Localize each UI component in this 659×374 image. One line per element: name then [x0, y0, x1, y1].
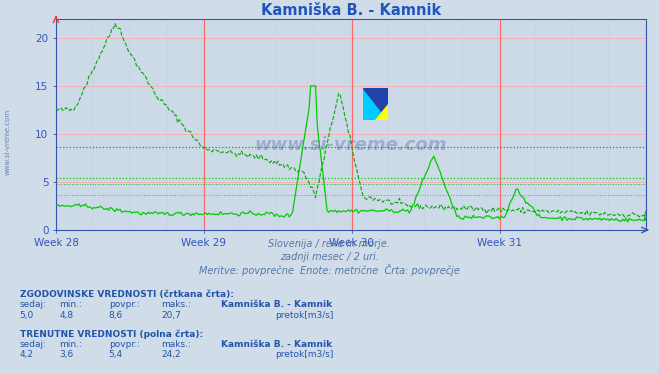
Title: Kamniška B. - Kamnik: Kamniška B. - Kamnik	[261, 3, 441, 18]
Text: 4,8: 4,8	[59, 311, 73, 320]
Text: ZGODOVINSKE VREDNOSTI (črtkana črta):: ZGODOVINSKE VREDNOSTI (črtkana črta):	[20, 290, 234, 299]
Text: maks.:: maks.:	[161, 340, 191, 349]
Text: min.:: min.:	[59, 340, 82, 349]
Text: Slovenija / reke in morje.: Slovenija / reke in morje.	[268, 239, 391, 249]
Polygon shape	[362, 88, 387, 120]
Text: sedaj:: sedaj:	[20, 340, 47, 349]
Text: 20,7: 20,7	[161, 311, 181, 320]
Text: TRENUTNE VREDNOSTI (polna črta):: TRENUTNE VREDNOSTI (polna črta):	[20, 329, 203, 338]
Text: maks.:: maks.:	[161, 300, 191, 309]
Text: Meritve: povprečne  Enote: metrične  Črta: povprečje: Meritve: povprečne Enote: metrične Črta:…	[199, 264, 460, 276]
Text: povpr.:: povpr.:	[109, 340, 140, 349]
Text: sedaj:: sedaj:	[20, 300, 47, 309]
Text: www.si-vreme.com: www.si-vreme.com	[5, 109, 11, 175]
Text: 8,6: 8,6	[109, 311, 123, 320]
Polygon shape	[362, 88, 387, 120]
Text: pretok[m3/s]: pretok[m3/s]	[275, 350, 334, 359]
Text: zadnji mesec / 2 uri.: zadnji mesec / 2 uri.	[280, 252, 379, 262]
Text: www.si-vreme.com: www.si-vreme.com	[254, 137, 447, 154]
Text: 5,0: 5,0	[20, 311, 34, 320]
Text: Kamniška B. - Kamnik: Kamniška B. - Kamnik	[221, 340, 332, 349]
Text: povpr.:: povpr.:	[109, 300, 140, 309]
Text: Kamniška B. - Kamnik: Kamniška B. - Kamnik	[221, 300, 332, 309]
Polygon shape	[375, 104, 387, 120]
Text: 3,6: 3,6	[59, 350, 74, 359]
Text: 5,4: 5,4	[109, 350, 123, 359]
Text: 24,2: 24,2	[161, 350, 181, 359]
Text: 4,2: 4,2	[20, 350, 34, 359]
Text: pretok[m3/s]: pretok[m3/s]	[275, 311, 334, 320]
Text: min.:: min.:	[59, 300, 82, 309]
